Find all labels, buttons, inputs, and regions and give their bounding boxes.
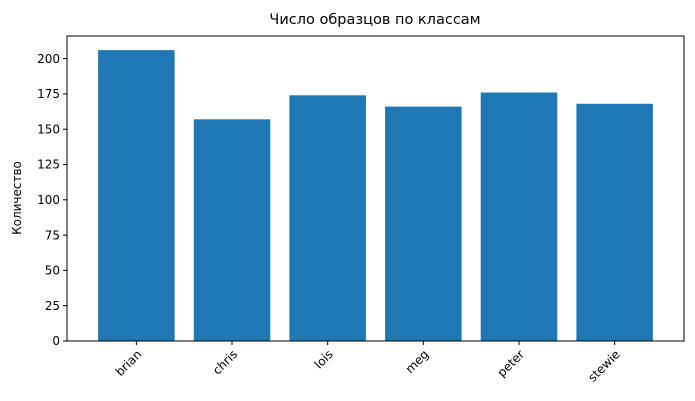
x-tick-label-stewie: stewie	[585, 347, 622, 384]
bar-meg	[385, 106, 462, 341]
bar-peter	[480, 92, 558, 341]
x-tick-label-lois: lois	[312, 347, 336, 371]
x-tick-label-chris: chris	[210, 347, 240, 377]
bar-stewie	[576, 103, 653, 341]
y-axis-label: Количество	[10, 161, 24, 235]
chart-title: Число образцов по классам	[269, 12, 480, 28]
bar-lois	[289, 95, 366, 341]
y-tick-label-175: 175	[37, 87, 60, 101]
y-tick-label-75: 75	[45, 228, 60, 242]
plot-frame	[66, 35, 685, 342]
plot-area: brian chris lois meg peter stewie 0 25 50 75 100 12…	[37, 35, 685, 385]
y-tick-label-25: 25	[45, 299, 60, 313]
y-tick-label-100: 100	[37, 193, 60, 207]
y-tick-label-150: 150	[37, 122, 60, 136]
bar-brian	[98, 50, 175, 342]
y-tick-label-0: 0	[52, 334, 60, 348]
y-tick-label-125: 125	[37, 158, 60, 172]
x-tick-label-peter: peter	[495, 347, 528, 380]
x-tick-label-brian: brian	[113, 347, 145, 379]
x-tick-label-meg: meg	[403, 347, 432, 376]
bar-chris	[193, 119, 271, 341]
y-tick-label-50: 50	[45, 264, 60, 278]
y-tick-label-200: 200	[37, 52, 60, 66]
